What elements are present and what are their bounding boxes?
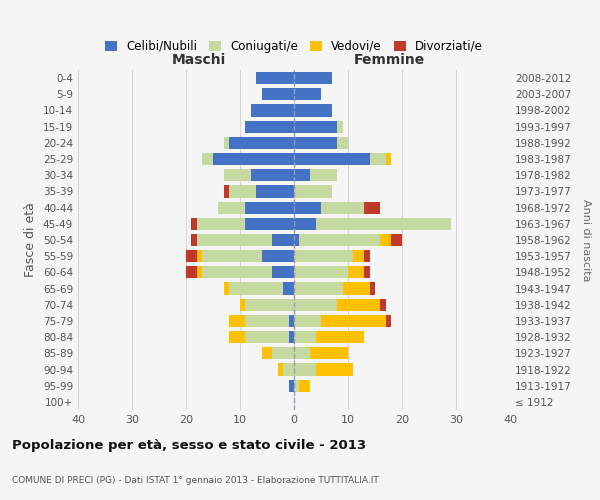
Bar: [294, 169, 310, 181]
Bar: [229, 282, 283, 294]
Bar: [256, 186, 294, 198]
Text: Popolazione per età, sesso e stato civile - 2013: Popolazione per età, sesso e stato civil…: [12, 440, 366, 452]
Bar: [251, 104, 294, 117]
Bar: [370, 153, 386, 165]
Legend: Celibi/Nubili, Coniugati/e, Vedovi/e, Divorziati/e: Celibi/Nubili, Coniugati/e, Vedovi/e, Di…: [100, 35, 488, 58]
Bar: [316, 331, 364, 343]
Bar: [256, 72, 294, 84]
Bar: [380, 234, 391, 246]
Bar: [310, 169, 337, 181]
Bar: [294, 88, 321, 101]
Text: Femmine: Femmine: [353, 52, 425, 66]
Bar: [337, 137, 348, 149]
Bar: [370, 282, 375, 294]
Bar: [197, 218, 245, 230]
Bar: [245, 218, 294, 230]
Bar: [202, 266, 272, 278]
Bar: [294, 282, 343, 294]
Bar: [213, 153, 294, 165]
Bar: [299, 380, 310, 392]
Bar: [202, 153, 213, 165]
Bar: [218, 202, 245, 213]
Bar: [294, 72, 332, 84]
Bar: [294, 364, 316, 376]
Bar: [229, 331, 245, 343]
Bar: [289, 331, 294, 343]
Bar: [294, 186, 332, 198]
Bar: [224, 137, 229, 149]
Bar: [348, 266, 364, 278]
Bar: [224, 282, 229, 294]
Bar: [197, 266, 202, 278]
Bar: [364, 250, 370, 262]
Bar: [245, 298, 294, 311]
Bar: [294, 218, 316, 230]
Bar: [294, 202, 321, 213]
Bar: [224, 169, 251, 181]
Bar: [278, 364, 283, 376]
Bar: [272, 266, 294, 278]
Bar: [294, 331, 316, 343]
Bar: [245, 202, 294, 213]
Bar: [380, 298, 386, 311]
Bar: [289, 315, 294, 327]
Bar: [229, 186, 256, 198]
Bar: [240, 298, 245, 311]
Bar: [294, 348, 310, 360]
Y-axis label: Anni di nascita: Anni di nascita: [581, 198, 591, 281]
Bar: [283, 364, 294, 376]
Text: Maschi: Maschi: [172, 52, 226, 66]
Bar: [289, 380, 294, 392]
Bar: [343, 282, 370, 294]
Bar: [294, 298, 337, 311]
Bar: [294, 380, 299, 392]
Bar: [321, 315, 386, 327]
Bar: [186, 266, 197, 278]
Bar: [191, 234, 197, 246]
Bar: [294, 104, 332, 117]
Bar: [224, 186, 229, 198]
Bar: [386, 153, 391, 165]
Bar: [229, 137, 294, 149]
Bar: [294, 234, 299, 246]
Bar: [321, 202, 364, 213]
Bar: [272, 348, 294, 360]
Bar: [294, 266, 348, 278]
Bar: [229, 315, 245, 327]
Bar: [299, 234, 380, 246]
Bar: [262, 88, 294, 101]
Bar: [337, 298, 380, 311]
Bar: [245, 331, 289, 343]
Bar: [316, 364, 353, 376]
Bar: [251, 169, 294, 181]
Bar: [272, 234, 294, 246]
Bar: [294, 315, 321, 327]
Bar: [294, 120, 337, 132]
Text: COMUNE DI PRECI (PG) - Dati ISTAT 1° gennaio 2013 - Elaborazione TUTTITALIA.IT: COMUNE DI PRECI (PG) - Dati ISTAT 1° gen…: [12, 476, 379, 485]
Bar: [202, 250, 262, 262]
Bar: [364, 202, 380, 213]
Bar: [353, 250, 364, 262]
Bar: [191, 218, 197, 230]
Bar: [316, 218, 451, 230]
Bar: [294, 153, 370, 165]
Bar: [391, 234, 402, 246]
Bar: [294, 250, 353, 262]
Bar: [364, 266, 370, 278]
Bar: [245, 315, 289, 327]
Bar: [386, 315, 391, 327]
Bar: [197, 250, 202, 262]
Y-axis label: Fasce di età: Fasce di età: [25, 202, 37, 278]
Bar: [186, 250, 197, 262]
Bar: [337, 120, 343, 132]
Bar: [310, 348, 348, 360]
Bar: [197, 234, 272, 246]
Bar: [262, 250, 294, 262]
Bar: [262, 348, 272, 360]
Bar: [283, 282, 294, 294]
Bar: [294, 137, 337, 149]
Bar: [245, 120, 294, 132]
